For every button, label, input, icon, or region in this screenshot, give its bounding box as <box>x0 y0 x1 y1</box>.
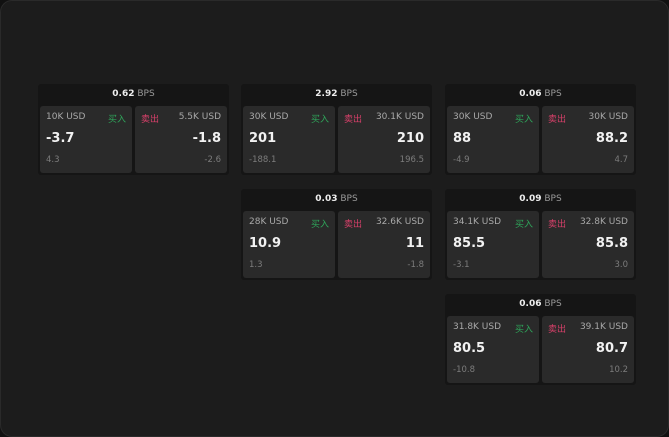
sell-label: 卖出 <box>548 115 567 125</box>
ask-price: 88.2 <box>595 131 628 146</box>
buy-card[interactable]: 31.8K USD 买入 80.5 -10.8 <box>447 316 539 383</box>
ask-change: -2.6 <box>204 155 221 165</box>
buy-label: 买入 <box>310 220 329 230</box>
buy-card[interactable]: 10K USD 买入 -3.7 4.3 <box>40 106 132 173</box>
spread-unit: BPS <box>137 89 155 99</box>
buy-label: 买入 <box>514 115 533 125</box>
bid-price: 201 <box>249 131 277 146</box>
bid-change: -3.1 <box>453 260 470 270</box>
buy-card[interactable]: 28K USD 买入 10.9 1.3 <box>243 211 335 278</box>
bid-size: 31.8K USD <box>453 322 502 332</box>
ask-change: 4.7 <box>614 155 628 165</box>
sell-label: 卖出 <box>141 115 160 125</box>
sell-card[interactable]: 卖出 32.8K USD 85.8 3.0 <box>542 211 634 278</box>
spread-value: 0.06 <box>519 89 542 99</box>
bid-size: 28K USD <box>249 217 289 227</box>
ask-price: 210 <box>396 131 424 146</box>
buy-label: 买入 <box>514 220 533 230</box>
spread-unit: BPS <box>340 89 358 99</box>
bid-change: -4.9 <box>453 155 470 165</box>
buy-card[interactable]: 34.1K USD 买入 85.5 -3.1 <box>447 211 539 278</box>
sell-card[interactable]: 卖出 30K USD 88.2 4.7 <box>542 106 634 173</box>
bid-change: 4.3 <box>46 155 60 165</box>
bid-size: 10K USD <box>46 112 86 122</box>
ask-change: 3.0 <box>614 260 628 270</box>
bid-price: 88 <box>453 131 472 146</box>
ask-change: 196.5 <box>399 155 424 165</box>
bid-price: -3.7 <box>46 131 75 146</box>
spread-value: 0.09 <box>519 194 542 204</box>
ask-change: 10.2 <box>609 365 628 375</box>
quote-panel: 0.03 BPS 28K USD 买入 10.9 1.3 卖出 32.6K US… <box>241 189 432 280</box>
ask-size: 39.1K USD <box>579 322 628 332</box>
bid-price: 80.5 <box>453 341 486 356</box>
spread-value: 2.92 <box>315 89 338 99</box>
spread-header: 0.09 BPS <box>445 189 636 210</box>
sell-label: 卖出 <box>548 220 567 230</box>
spread-unit: BPS <box>340 194 358 204</box>
buy-card[interactable]: 30K USD 买入 88 -4.9 <box>447 106 539 173</box>
buy-label: 买入 <box>107 115 126 125</box>
ask-price: -1.8 <box>192 131 221 146</box>
spread-unit: BPS <box>544 299 562 309</box>
sell-label: 卖出 <box>344 220 363 230</box>
spread-header: 2.92 BPS <box>241 84 432 105</box>
ask-price: 80.7 <box>595 341 628 356</box>
buy-card[interactable]: 30K USD 买入 201 -188.1 <box>243 106 335 173</box>
ask-size: 5.5K USD <box>178 112 221 122</box>
quote-panel: 0.62 BPS 10K USD 买入 -3.7 4.3 卖出 5.5K USD… <box>38 84 229 175</box>
bid-size: 34.1K USD <box>453 217 502 227</box>
quote-panel: 0.06 BPS 30K USD 买入 88 -4.9 卖出 30K USD 8… <box>445 84 636 175</box>
ask-change: -1.8 <box>407 260 424 270</box>
bid-change: -188.1 <box>249 155 277 165</box>
ask-size: 30.1K USD <box>375 112 424 122</box>
bid-change: 1.3 <box>249 260 263 270</box>
spread-header: 0.06 BPS <box>445 84 636 105</box>
bid-size: 30K USD <box>453 112 493 122</box>
bid-size: 30K USD <box>249 112 289 122</box>
quote-panel: 0.09 BPS 34.1K USD 买入 85.5 -3.1 卖出 32.8K… <box>445 189 636 280</box>
ask-price: 11 <box>405 236 424 251</box>
ask-size: 32.6K USD <box>375 217 424 227</box>
spread-header: 0.03 BPS <box>241 189 432 210</box>
spread-unit: BPS <box>544 194 562 204</box>
bid-price: 85.5 <box>453 236 486 251</box>
spread-value: 0.03 <box>315 194 338 204</box>
spread-value: 0.06 <box>519 299 542 309</box>
spread-header: 0.06 BPS <box>445 294 636 315</box>
sell-card[interactable]: 卖出 5.5K USD -1.8 -2.6 <box>135 106 227 173</box>
sell-label: 卖出 <box>548 325 567 335</box>
bid-price: 10.9 <box>249 236 282 251</box>
spread-header: 0.62 BPS <box>38 84 229 105</box>
sell-card[interactable]: 卖出 32.6K USD 11 -1.8 <box>338 211 430 278</box>
ask-price: 85.8 <box>595 236 628 251</box>
sell-card[interactable]: 卖出 30.1K USD 210 196.5 <box>338 106 430 173</box>
buy-label: 买入 <box>514 325 533 335</box>
ask-size: 32.8K USD <box>579 217 628 227</box>
sell-label: 卖出 <box>344 115 363 125</box>
quote-panel: 2.92 BPS 30K USD 买入 201 -188.1 卖出 30.1K … <box>241 84 432 175</box>
ask-size: 30K USD <box>588 112 628 122</box>
quote-panel: 0.06 BPS 31.8K USD 买入 80.5 -10.8 卖出 39.1… <box>445 294 636 385</box>
sell-card[interactable]: 卖出 39.1K USD 80.7 10.2 <box>542 316 634 383</box>
buy-label: 买入 <box>310 115 329 125</box>
bid-change: -10.8 <box>453 365 475 375</box>
spread-unit: BPS <box>544 89 562 99</box>
spread-value: 0.62 <box>112 89 135 99</box>
